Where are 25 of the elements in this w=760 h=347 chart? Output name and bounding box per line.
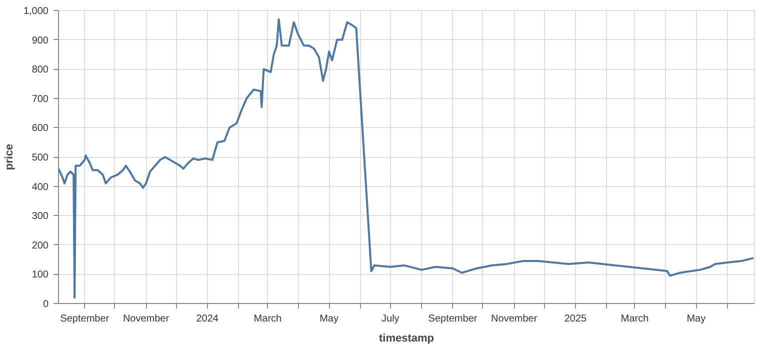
x-tick-label: September xyxy=(428,314,478,324)
y-tick-label: 200 xyxy=(32,240,49,252)
x-tick-label: 2025 xyxy=(564,314,588,324)
x-tick-label: March xyxy=(620,314,649,324)
x-tick-label: November xyxy=(122,314,170,324)
y-tick-label: 300 xyxy=(32,211,49,222)
y-tick-label: 0 xyxy=(42,299,49,310)
x-tick-label: July xyxy=(382,314,400,324)
x-axis-title: timestamp xyxy=(378,332,434,344)
y-tick-label: 1,000 xyxy=(23,6,49,17)
y-tick-label: 900 xyxy=(32,35,49,46)
x-tick-label: September xyxy=(60,314,110,324)
y-tick-label: 100 xyxy=(32,270,49,281)
y-tick-label: 500 xyxy=(32,152,49,164)
x-tick-label: November xyxy=(491,314,538,324)
y-tick-label: 700 xyxy=(32,94,49,105)
x-tick-label: May xyxy=(686,314,706,324)
x-tick-label: 2024 xyxy=(196,314,219,324)
y-tick-label: 400 xyxy=(32,182,49,193)
y-axis-title: price xyxy=(3,144,16,170)
line-series xyxy=(58,18,754,299)
y-tick-label: 600 xyxy=(32,123,49,134)
y-tick-label: 800 xyxy=(32,64,49,76)
x-tick-label: March xyxy=(254,314,282,324)
x-tick-label: May xyxy=(320,314,339,324)
